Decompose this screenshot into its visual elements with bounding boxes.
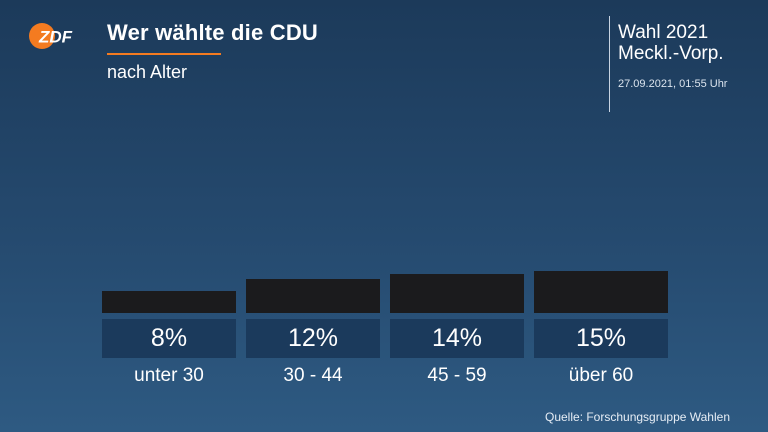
zdf-logo: ZDF (29, 23, 73, 49)
value-label-3: 14% (390, 319, 524, 358)
chart-subtitle: nach Alter (107, 62, 188, 82)
bar-2 (246, 279, 380, 313)
category-label-2: 30 - 44 (283, 365, 343, 386)
value-label-2: 12% (246, 319, 380, 358)
category-label-3: 45 - 59 (427, 365, 487, 386)
category-label-1: unter 30 (134, 365, 204, 386)
header-divider (609, 16, 610, 112)
election-info: Wahl 2021 Meckl.-Vorp. (618, 22, 724, 64)
chart-title: Wer wählte die CDU (107, 20, 319, 45)
svg-text:ZDF: ZDF (38, 28, 73, 47)
bar-1 (102, 290, 236, 313)
category-label-4: über 60 (568, 365, 634, 386)
source-note: Quelle: Forschungsgruppe Wahlen (545, 410, 730, 424)
timestamp: 27.09.2021, 01:55 Uhr (618, 78, 728, 90)
title-underline (107, 53, 221, 55)
value-label-1: 8% (102, 319, 236, 358)
value-label-4: 15% (534, 319, 668, 358)
election-name: Wahl 2021 (618, 22, 709, 43)
election-region: Meckl.-Vorp. (618, 43, 724, 64)
bar-3 (390, 273, 524, 313)
bar-4 (534, 271, 668, 313)
